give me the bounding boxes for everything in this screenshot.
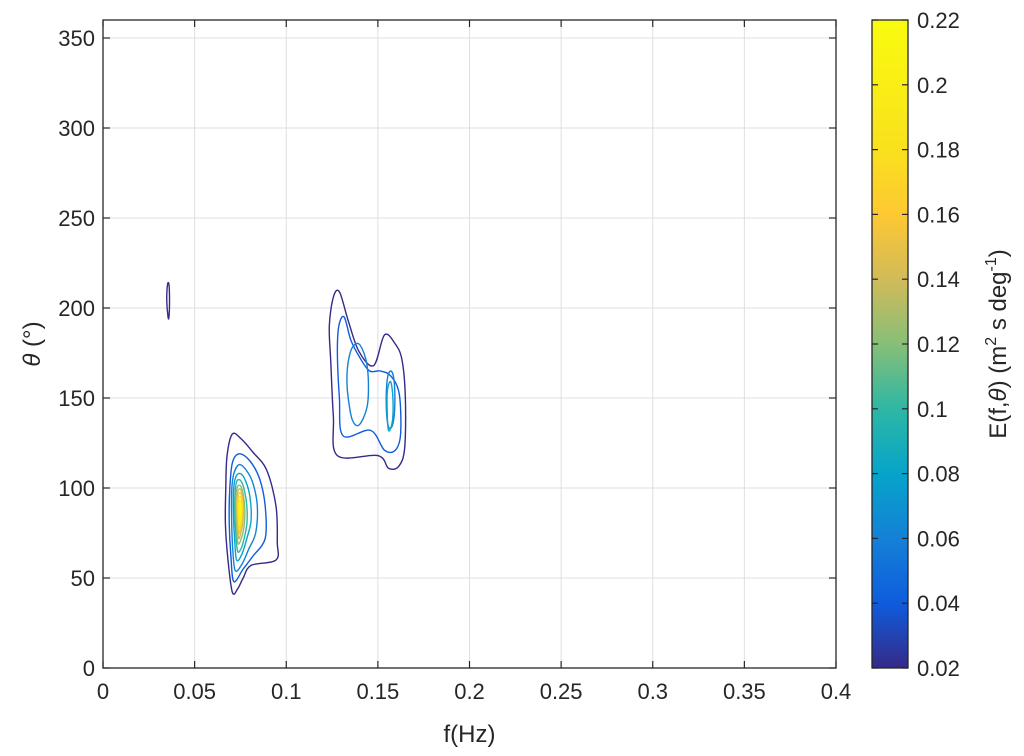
contour-line	[336, 315, 402, 454]
colorbar-label-theta: θ	[985, 388, 1012, 401]
colorbar-label-mid: ) (m	[985, 346, 1012, 389]
colorbar-label-sup1: 2	[983, 337, 1000, 346]
contour-lines	[166, 281, 407, 595]
colorbar-tick-label: 0.16	[917, 202, 960, 227]
colorbar-label-sup2: -1	[983, 257, 1000, 271]
y-axis-label-symbol: θ	[19, 354, 46, 367]
x-tick-label: 0.15	[356, 679, 399, 704]
contour-line	[232, 472, 252, 562]
y-tick-label: 200	[58, 296, 95, 321]
contour-line	[238, 502, 242, 519]
y-axis-label-unit: (°)	[19, 321, 46, 353]
contour-line	[230, 463, 259, 573]
y-axis: 0 50 100 150 200 250 300 350	[58, 26, 836, 681]
y-tick-label: 0	[83, 656, 95, 681]
contour-line	[236, 488, 245, 540]
contour-line	[328, 289, 407, 470]
contour-line	[235, 484, 246, 545]
colorbar-ticks: 0.02 0.04 0.06 0.08 0.1 0.12 0.14 0.16 0.18 0.2 0.…	[872, 8, 960, 681]
contour-line	[386, 380, 394, 432]
y-tick-label: 350	[58, 26, 95, 51]
colorbar-tick-label: 0.04	[917, 591, 960, 616]
x-tick-label: 0.25	[540, 679, 583, 704]
y-tick-label: 300	[58, 116, 95, 141]
colorbar-tick-label: 0.22	[917, 8, 960, 33]
y-axis-label: θ (°)	[19, 321, 46, 366]
x-tick-label: 0	[97, 679, 109, 704]
contour-line	[224, 432, 280, 595]
colorbar-tick-label: 0.14	[917, 267, 960, 292]
y-tick-label: 250	[58, 206, 95, 231]
contour-line	[228, 453, 268, 583]
colorbar-tick-label: 0.12	[917, 332, 960, 357]
x-axis-label: f(Hz)	[444, 721, 496, 748]
contour-line	[385, 370, 396, 430]
colorbar-tick-label: 0.18	[917, 138, 960, 163]
y-tick-label: 50	[71, 566, 95, 591]
x-tick-label: 0.2	[454, 679, 485, 704]
x-tick-label: 0.4	[821, 679, 852, 704]
colorbar-tick-label: 0.02	[917, 656, 960, 681]
x-tick-label: 0.05	[173, 679, 216, 704]
colorbar-label-mid2: s deg	[985, 271, 1012, 336]
colorbar-label: E(f,θ) (m2 s deg-1)	[983, 249, 1012, 439]
x-tick-label: 0.35	[723, 679, 766, 704]
colorbar-label-prefix: E(f,	[985, 401, 1012, 438]
contour-line	[234, 478, 248, 553]
colorbar-tick-label: 0.1	[917, 397, 948, 422]
y-tick-label: 100	[58, 476, 95, 501]
x-tick-label: 0.3	[637, 679, 668, 704]
y-tick-label: 150	[58, 386, 95, 411]
contour-line	[166, 281, 171, 320]
x-axis: 0 0.05 0.1 0.15 0.2 0.25 0.3 0.35 0.4	[97, 20, 851, 704]
colorbar-label-end: )	[985, 249, 1012, 257]
x-tick-label: 0.1	[271, 679, 302, 704]
colorbar-tick-label: 0.2	[917, 73, 948, 98]
colorbar-tick-label: 0.08	[917, 462, 960, 487]
contour-line	[346, 342, 370, 427]
colorbar-tick-label: 0.06	[917, 526, 960, 551]
